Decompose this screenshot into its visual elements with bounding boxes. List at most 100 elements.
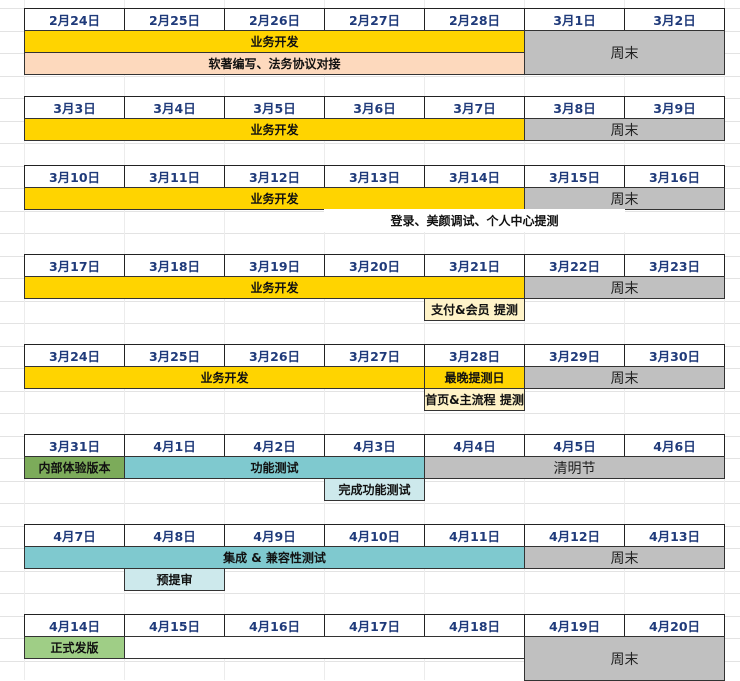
date-cell[interactable]: 3月28日 — [424, 344, 525, 367]
date-cell[interactable]: 4月8日 — [124, 524, 225, 547]
milestone-note[interactable]: 完成功能测试 — [324, 478, 425, 501]
date-cell[interactable]: 3月10日 — [24, 165, 125, 188]
grid-line — [0, 391, 740, 392]
date-cell[interactable]: 3月21日 — [424, 254, 525, 277]
date-cell[interactable]: 2月26日 — [224, 8, 325, 31]
grid-line — [724, 0, 725, 680]
date-cell[interactable]: 4月1日 — [124, 434, 225, 457]
date-cell[interactable]: 3月17日 — [24, 254, 125, 277]
grid-line — [0, 143, 740, 144]
date-cell[interactable]: 3月24日 — [24, 344, 125, 367]
task-bar[interactable]: 内部体验版本 — [24, 456, 125, 479]
holiday-block[interactable]: 周末 — [524, 118, 725, 141]
date-cell[interactable]: 3月11日 — [124, 165, 225, 188]
date-cell[interactable]: 3月27日 — [324, 344, 425, 367]
date-cell[interactable]: 4月9日 — [224, 524, 325, 547]
holiday-block[interactable]: 周末 — [524, 366, 725, 389]
grid-line — [0, 76, 740, 77]
date-cell[interactable]: 4月13日 — [624, 524, 725, 547]
date-cell[interactable]: 4月16日 — [224, 614, 325, 637]
date-cell[interactable]: 2月27日 — [324, 8, 425, 31]
date-cell[interactable]: 3月31日 — [24, 434, 125, 457]
date-cell[interactable]: 3月14日 — [424, 165, 525, 188]
grid-line — [424, 0, 425, 680]
date-cell[interactable]: 3月23日 — [624, 254, 725, 277]
date-cell[interactable]: 4月14日 — [24, 614, 125, 637]
date-cell[interactable]: 4月20日 — [624, 614, 725, 637]
date-cell[interactable]: 3月7日 — [424, 96, 525, 119]
date-cell[interactable]: 3月5日 — [224, 96, 325, 119]
date-cell[interactable]: 3月25日 — [124, 344, 225, 367]
grid-line — [0, 233, 740, 234]
date-cell[interactable]: 4月6日 — [624, 434, 725, 457]
milestone-note[interactable] — [124, 636, 525, 659]
task-bar[interactable]: 最晚提测日 — [424, 366, 525, 389]
task-bar[interactable]: 业务开发 — [24, 30, 525, 53]
milestone-note[interactable]: 首页&主流程 提测 — [424, 388, 525, 411]
date-cell[interactable]: 4月18日 — [424, 614, 525, 637]
date-cell[interactable]: 3月29日 — [524, 344, 625, 367]
date-cell[interactable]: 4月17日 — [324, 614, 425, 637]
date-cell[interactable]: 3月15日 — [524, 165, 625, 188]
grid-line — [324, 0, 325, 680]
date-cell[interactable]: 3月16日 — [624, 165, 725, 188]
date-cell[interactable]: 3月26日 — [224, 344, 325, 367]
holiday-block[interactable]: 周末 — [524, 546, 725, 569]
grid-line — [24, 0, 25, 680]
task-bar[interactable]: 业务开发 — [24, 118, 525, 141]
date-cell[interactable]: 3月6日 — [324, 96, 425, 119]
date-cell[interactable]: 3月9日 — [624, 96, 725, 119]
holiday-block[interactable]: 清明节 — [424, 456, 725, 479]
holiday-block[interactable]: 周末 — [524, 276, 725, 299]
task-bar[interactable]: 软著编写、法务协议对接 — [24, 52, 525, 75]
date-cell[interactable]: 2月28日 — [424, 8, 525, 31]
date-cell[interactable]: 3月19日 — [224, 254, 325, 277]
date-cell[interactable]: 3月22日 — [524, 254, 625, 277]
milestone-note[interactable]: 登录、美颜调试、个人中心提测 — [324, 209, 625, 232]
grid-line — [124, 0, 125, 680]
date-cell[interactable]: 3月18日 — [124, 254, 225, 277]
milestone-note[interactable]: 支付&会员 提测 — [424, 298, 525, 321]
grid-line — [0, 413, 740, 414]
task-bar[interactable]: 功能测试 — [124, 456, 425, 479]
date-cell[interactable]: 3月13日 — [324, 165, 425, 188]
grid-line — [624, 0, 625, 680]
grid-line — [0, 571, 740, 572]
date-cell[interactable]: 4月5日 — [524, 434, 625, 457]
grid-line — [0, 323, 740, 324]
grid-line — [0, 503, 740, 504]
date-cell[interactable]: 3月20日 — [324, 254, 425, 277]
task-bar[interactable]: 集成 & 兼容性测试 — [24, 546, 525, 569]
date-cell[interactable]: 4月3日 — [324, 434, 425, 457]
date-cell[interactable]: 4月2日 — [224, 434, 325, 457]
task-bar[interactable]: 业务开发 — [24, 366, 425, 389]
holiday-block[interactable]: 周末 — [524, 30, 725, 75]
task-bar[interactable]: 正式发版 — [24, 636, 125, 659]
date-cell[interactable]: 3月4日 — [124, 96, 225, 119]
date-cell[interactable]: 4月7日 — [24, 524, 125, 547]
grid-line — [224, 0, 225, 680]
date-cell[interactable]: 3月3日 — [24, 96, 125, 119]
grid-line — [0, 661, 740, 662]
date-cell[interactable]: 3月30日 — [624, 344, 725, 367]
task-bar[interactable]: 业务开发 — [24, 276, 525, 299]
date-cell[interactable]: 2月25日 — [124, 8, 225, 31]
date-cell[interactable]: 2月24日 — [24, 8, 125, 31]
date-cell[interactable]: 4月10日 — [324, 524, 425, 547]
date-cell[interactable]: 4月15日 — [124, 614, 225, 637]
holiday-block[interactable]: 周末 — [524, 636, 725, 681]
date-cell[interactable]: 4月4日 — [424, 434, 525, 457]
holiday-block[interactable]: 周末 — [524, 187, 725, 210]
grid-line — [0, 301, 740, 302]
date-cell[interactable]: 4月19日 — [524, 614, 625, 637]
date-cell[interactable]: 3月1日 — [524, 8, 625, 31]
milestone-note[interactable]: 预提审 — [124, 568, 225, 591]
task-bar[interactable]: 业务开发 — [24, 187, 525, 210]
date-cell[interactable]: 3月2日 — [624, 8, 725, 31]
date-cell[interactable]: 3月8日 — [524, 96, 625, 119]
grid-line — [0, 593, 740, 594]
date-cell[interactable]: 3月12日 — [224, 165, 325, 188]
date-cell[interactable]: 4月12日 — [524, 524, 625, 547]
date-cell[interactable]: 4月11日 — [424, 524, 525, 547]
